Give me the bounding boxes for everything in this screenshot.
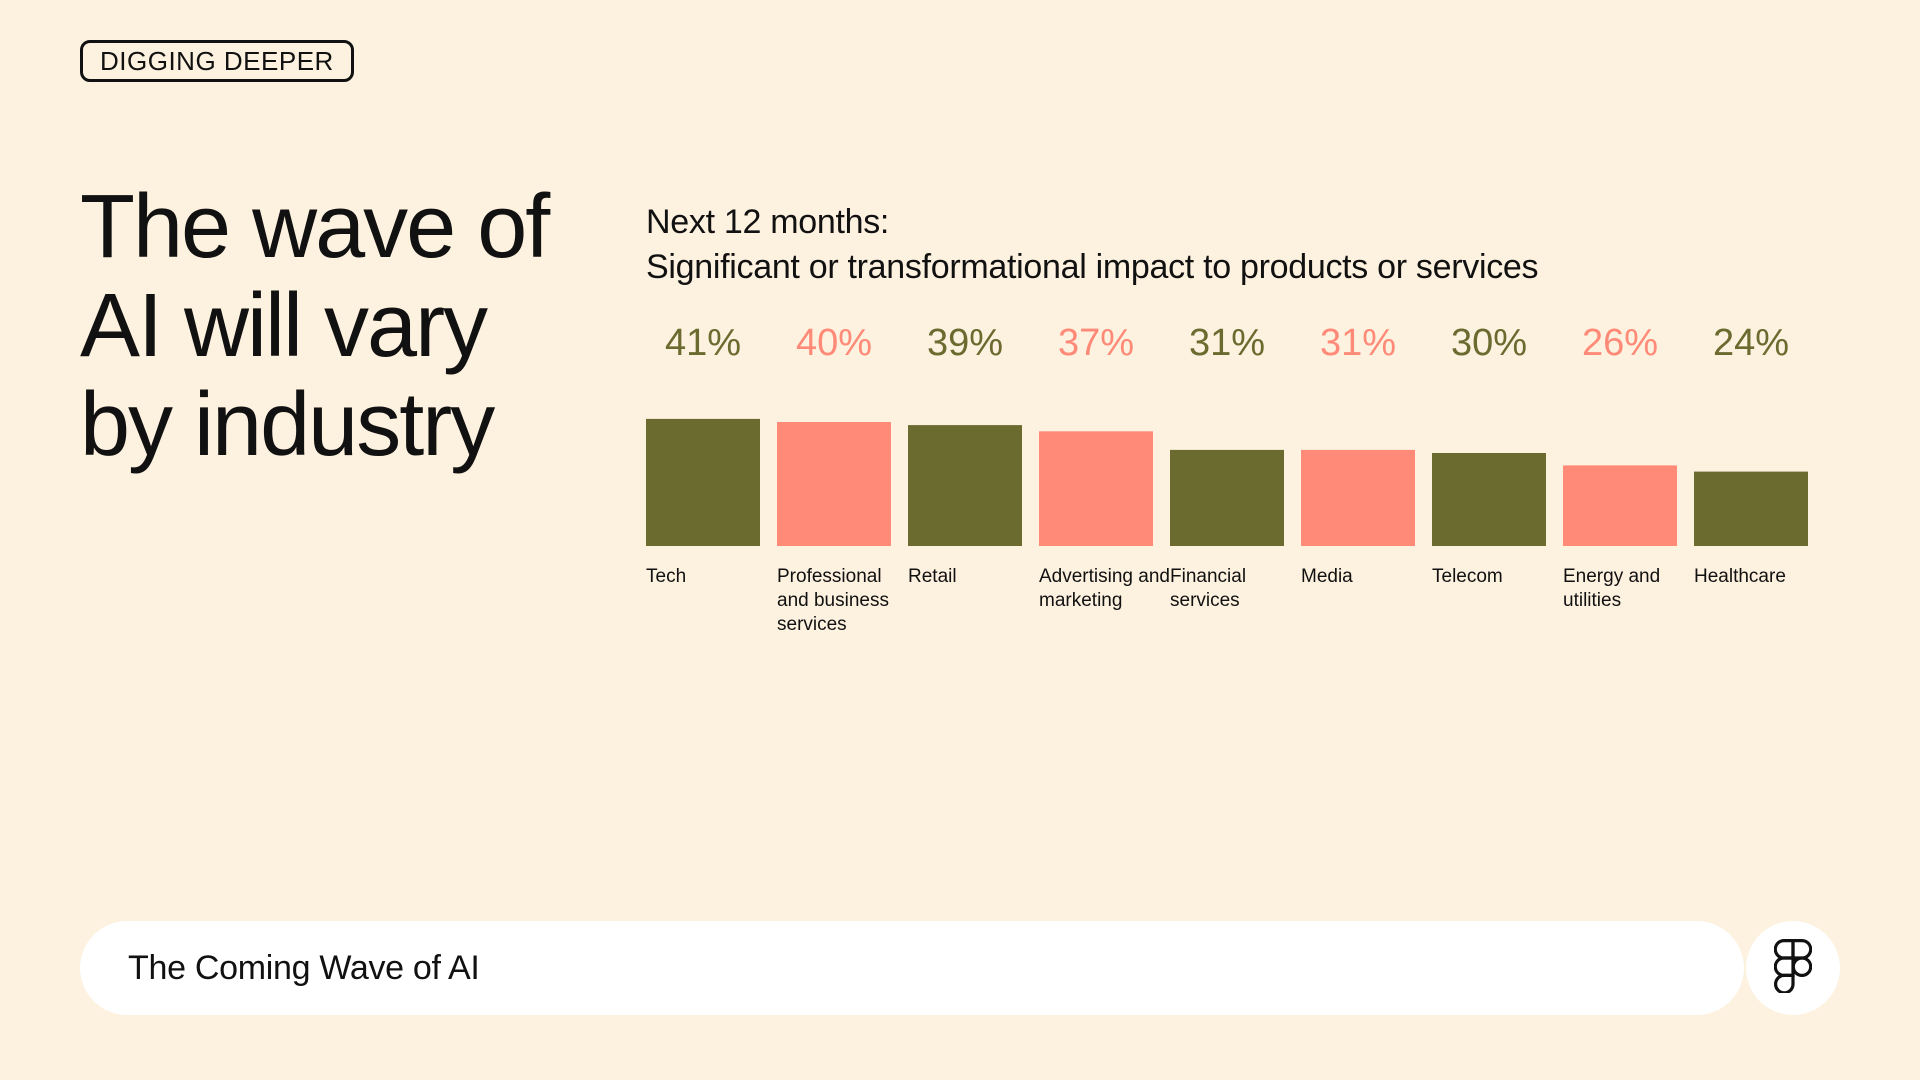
bar-value-label-7: 26% xyxy=(1582,322,1658,364)
footer-bar: The Coming Wave of AI xyxy=(80,921,1744,1015)
bar-0 xyxy=(646,418,760,546)
bar-7 xyxy=(1563,465,1677,546)
chart-subtitle: Next 12 months: Significant or transform… xyxy=(646,200,1539,290)
category-label-2: Retail xyxy=(908,566,957,587)
bar-value-label-1: 40% xyxy=(796,322,872,364)
chart-subtitle-line-2: Significant or transformational impact t… xyxy=(646,248,1539,286)
footer-title: The Coming Wave of AI xyxy=(128,948,480,987)
bar-6 xyxy=(1432,453,1546,546)
page-title: The wave of AI will vary by industry xyxy=(80,177,550,475)
bar-value-label-5: 31% xyxy=(1320,322,1396,364)
category-label-0: Tech xyxy=(646,566,686,587)
logo-button[interactable] xyxy=(1746,921,1840,1015)
bar-value-label-8: 24% xyxy=(1713,322,1789,364)
category-label-4: Financial services xyxy=(1170,566,1246,611)
bar-value-label-6: 30% xyxy=(1451,322,1527,364)
category-label-3: Advertising and marketing xyxy=(1039,566,1170,611)
bar-value-label-2: 39% xyxy=(927,322,1003,364)
category-label-5: Media xyxy=(1301,566,1353,587)
category-label-1: Professional and business services xyxy=(777,566,889,635)
bar-8 xyxy=(1694,471,1808,546)
chart-subtitle-line-1: Next 12 months: xyxy=(646,203,890,241)
bar-value-label-4: 31% xyxy=(1189,322,1265,364)
category-label-7: Energy and utilities xyxy=(1563,566,1660,611)
figma-logo-icon xyxy=(1773,938,1813,998)
bar-2 xyxy=(908,425,1022,546)
industry-impact-bar-chart: 41% Tech 40% Professional and business servic… xyxy=(646,322,1808,635)
bar-1 xyxy=(777,422,891,546)
category-label-6: Telecom xyxy=(1432,566,1503,587)
bar-value-label-0: 41% xyxy=(665,322,741,364)
category-label-8: Healthcare xyxy=(1694,566,1786,587)
bar-5 xyxy=(1301,449,1415,546)
bar-4 xyxy=(1170,449,1284,546)
section-badge: DIGGING DEEPER xyxy=(80,40,354,82)
bar-value-label-3: 37% xyxy=(1058,322,1134,364)
bar-3 xyxy=(1039,431,1153,546)
